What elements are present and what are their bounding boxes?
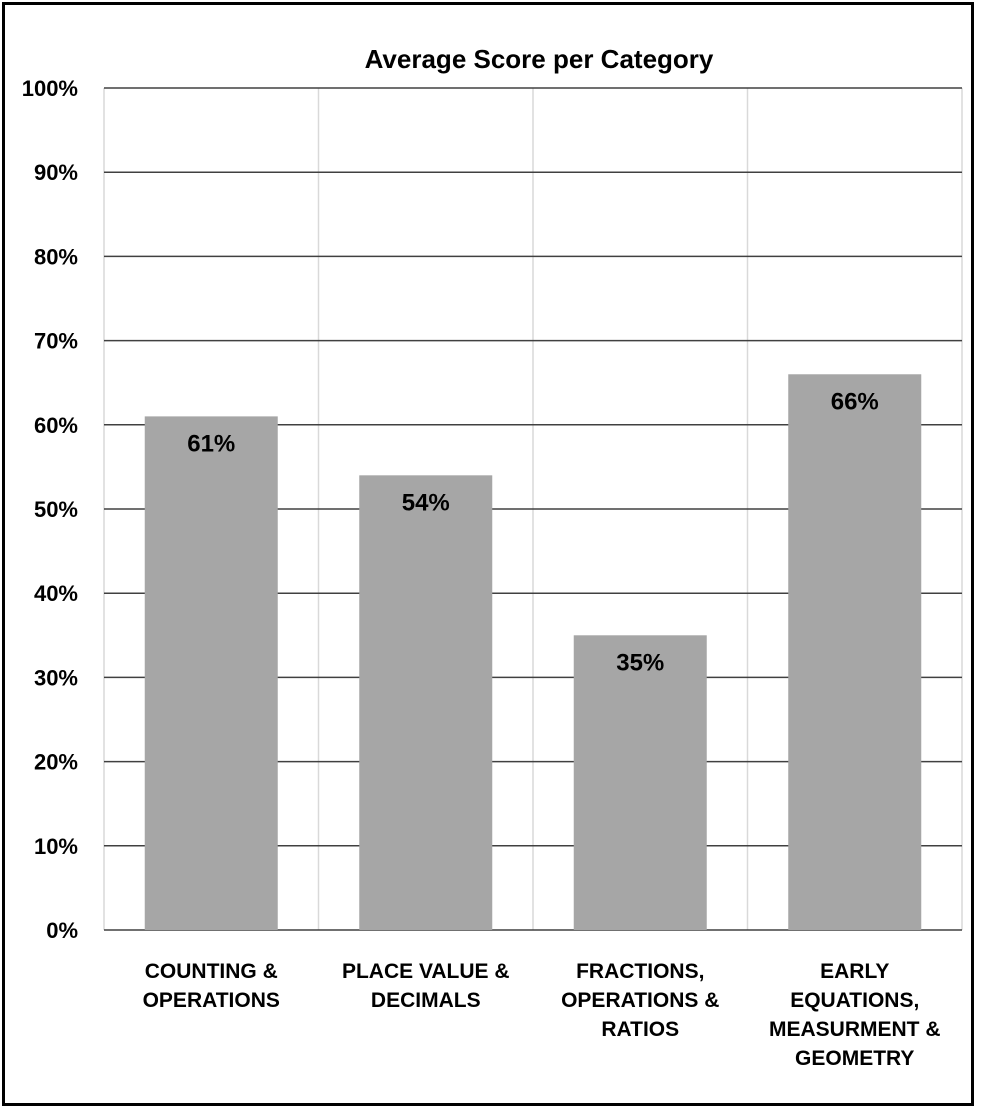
category-label: PLACE VALUE & DECIMALS (342, 960, 510, 1012)
bar (144, 416, 278, 930)
chart-title: Average Score per Category (365, 44, 714, 74)
y-axis-ticks: 0% 10% 20% 30% 40% 50% 60% 70% 80% 90% 100% (22, 76, 78, 943)
y-tick-label: 50% (34, 497, 78, 522)
y-tick-label: 100% (22, 76, 78, 101)
data-label: 35% (616, 649, 664, 676)
data-labels: 61% 54% 35% 66% (187, 388, 879, 676)
y-tick-label: 60% (34, 413, 78, 438)
bar (359, 475, 493, 930)
y-tick-label: 80% (34, 244, 78, 269)
x-axis-labels: COUNTING & OPERATIONS PLACE VALUE & DECIMAL… (143, 960, 941, 1070)
data-label: 66% (831, 388, 879, 415)
category-label: FRACTIONS, OPERATIONS & RATIOS (561, 960, 719, 1041)
y-tick-label: 20% (34, 750, 78, 775)
data-label: 54% (402, 489, 450, 516)
data-label: 61% (187, 430, 235, 457)
bar (788, 374, 922, 930)
y-tick-label: 30% (34, 665, 78, 690)
bars (144, 374, 922, 930)
y-tick-label: 70% (34, 329, 78, 354)
y-tick-label: 40% (34, 581, 78, 606)
y-tick-label: 10% (34, 834, 78, 859)
category-label: EARLY EQUATIONS, MEASURMENT & GEOMETRY (769, 960, 941, 1070)
y-tick-label: 90% (34, 160, 78, 185)
bar (573, 635, 707, 930)
category-label: COUNTING & OPERATIONS (143, 960, 280, 1012)
y-tick-label: 0% (46, 918, 78, 943)
